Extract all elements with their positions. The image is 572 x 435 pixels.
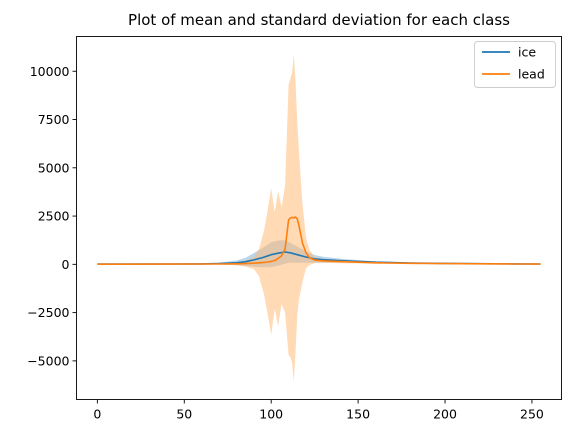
y-tick-label: 7500 bbox=[38, 112, 70, 127]
legend: ice lead bbox=[474, 41, 556, 88]
y-tick-label: 10000 bbox=[30, 64, 70, 79]
y-tick-label: 2500 bbox=[38, 209, 70, 224]
y-tick-label: −5000 bbox=[27, 353, 69, 368]
x-tick-label: 0 bbox=[93, 407, 101, 422]
x-tick-label: 100 bbox=[259, 407, 283, 422]
mean-line-lead bbox=[97, 216, 541, 266]
legend-label-lead: lead bbox=[518, 67, 545, 82]
x-tick-label: 250 bbox=[520, 407, 544, 422]
y-tick-label: −2500 bbox=[27, 305, 69, 320]
x-tick-label: 50 bbox=[176, 407, 192, 422]
chart-title: Plot of mean and standard deviation for … bbox=[128, 11, 510, 29]
x-tick-label: 150 bbox=[346, 407, 370, 422]
y-axis-ticks: −5000 −2500 0 2500 5000 7500 10000 bbox=[27, 64, 77, 368]
x-tick-label: 200 bbox=[433, 407, 457, 422]
std-band-lead bbox=[97, 53, 541, 383]
x-axis-ticks: 0 50 100 150 200 250 bbox=[93, 399, 544, 422]
y-tick-label: 0 bbox=[62, 257, 70, 272]
mean-lines bbox=[97, 216, 541, 266]
y-tick-label: 5000 bbox=[38, 160, 70, 175]
legend-label-ice: ice bbox=[518, 45, 536, 60]
legend-box bbox=[474, 41, 556, 88]
plot-frame bbox=[76, 36, 562, 400]
std-bands bbox=[97, 53, 541, 383]
